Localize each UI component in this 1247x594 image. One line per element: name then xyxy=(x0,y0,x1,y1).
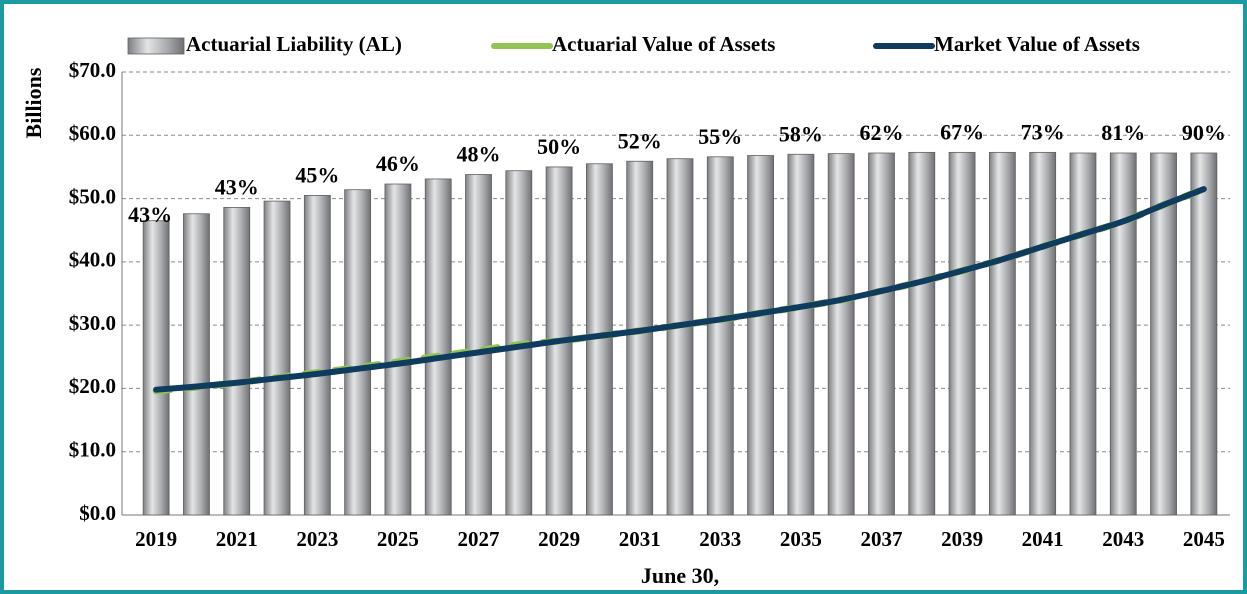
legend-swatch xyxy=(127,37,185,55)
x-tick-label: 2031 xyxy=(619,527,661,551)
bar xyxy=(827,153,855,516)
x-tick-label: 2029 xyxy=(538,527,580,551)
y-tick-label: $0.0 xyxy=(79,501,116,525)
bar xyxy=(142,220,170,516)
x-tick-label: 2023 xyxy=(296,527,338,551)
x-tick-label: 2043 xyxy=(1102,527,1144,551)
bar xyxy=(344,189,372,516)
bar xyxy=(988,151,1016,516)
y-tick-label: $30.0 xyxy=(69,311,116,335)
funded-ratio-label: 45% xyxy=(295,162,339,187)
bar xyxy=(424,178,452,516)
bar xyxy=(1190,152,1218,516)
funded-ratio-label: 48% xyxy=(457,142,501,167)
bar xyxy=(183,213,210,516)
x-tick-label: 2025 xyxy=(377,527,419,551)
x-tick-label: 2021 xyxy=(216,527,258,551)
funded-ratio-label: 46% xyxy=(376,151,420,176)
bar xyxy=(787,153,815,516)
bar xyxy=(666,158,694,516)
funded-ratio-label: 67% xyxy=(940,119,984,144)
x-tick-label: 2045 xyxy=(1183,527,1225,551)
x-tick-label: 2037 xyxy=(860,527,902,551)
funded-ratio-label: 90% xyxy=(1182,120,1226,145)
bar xyxy=(908,151,936,516)
funded-ratio-label: 55% xyxy=(698,124,742,149)
line xyxy=(153,186,1207,393)
funded-ratio-label: 62% xyxy=(859,120,903,145)
funded-ratio-label: 43% xyxy=(128,202,172,227)
legend-label: Actuarial Value of Assets xyxy=(552,32,775,56)
bar xyxy=(948,151,976,516)
funded-ratio-label: 81% xyxy=(1101,120,1145,145)
bar xyxy=(303,195,331,516)
funded-ratio-label: 50% xyxy=(537,134,581,159)
funded-ratio-label: 43% xyxy=(215,174,259,199)
x-tick-label: 2027 xyxy=(458,527,500,551)
funded-ratio-label: 52% xyxy=(618,128,662,153)
y-axis-label: Billions xyxy=(21,67,46,138)
bar xyxy=(263,200,291,516)
y-tick-label: $50.0 xyxy=(69,184,116,208)
bar xyxy=(706,156,734,516)
funded-ratio-label: 58% xyxy=(779,121,823,146)
x-tick-label: 2019 xyxy=(135,527,177,551)
x-tick-label: 2033 xyxy=(699,527,741,551)
x-tick-label: 2039 xyxy=(941,527,983,551)
x-axis-label: June 30, xyxy=(641,563,719,588)
y-tick-label: $20.0 xyxy=(69,374,116,398)
legend-label: Market Value of Assets xyxy=(934,32,1140,56)
bar xyxy=(868,152,895,516)
x-tick-label: 2035 xyxy=(780,527,822,551)
bar xyxy=(223,207,251,516)
y-tick-label: $70.0 xyxy=(69,58,116,82)
y-tick-label: $60.0 xyxy=(69,121,116,145)
bar xyxy=(1150,152,1177,516)
x-tick-label: 2041 xyxy=(1022,527,1064,551)
legend-label: Actuarial Liability (AL) xyxy=(186,32,402,56)
bar xyxy=(465,174,492,516)
bar xyxy=(1109,152,1137,516)
bar xyxy=(747,155,774,516)
bar xyxy=(626,160,654,516)
bar xyxy=(1029,151,1057,516)
funded-ratio-label: 73% xyxy=(1021,119,1065,144)
bar xyxy=(384,183,412,516)
y-tick-label: $10.0 xyxy=(69,438,116,462)
y-tick-label: $40.0 xyxy=(69,248,116,272)
bar xyxy=(1069,152,1097,516)
